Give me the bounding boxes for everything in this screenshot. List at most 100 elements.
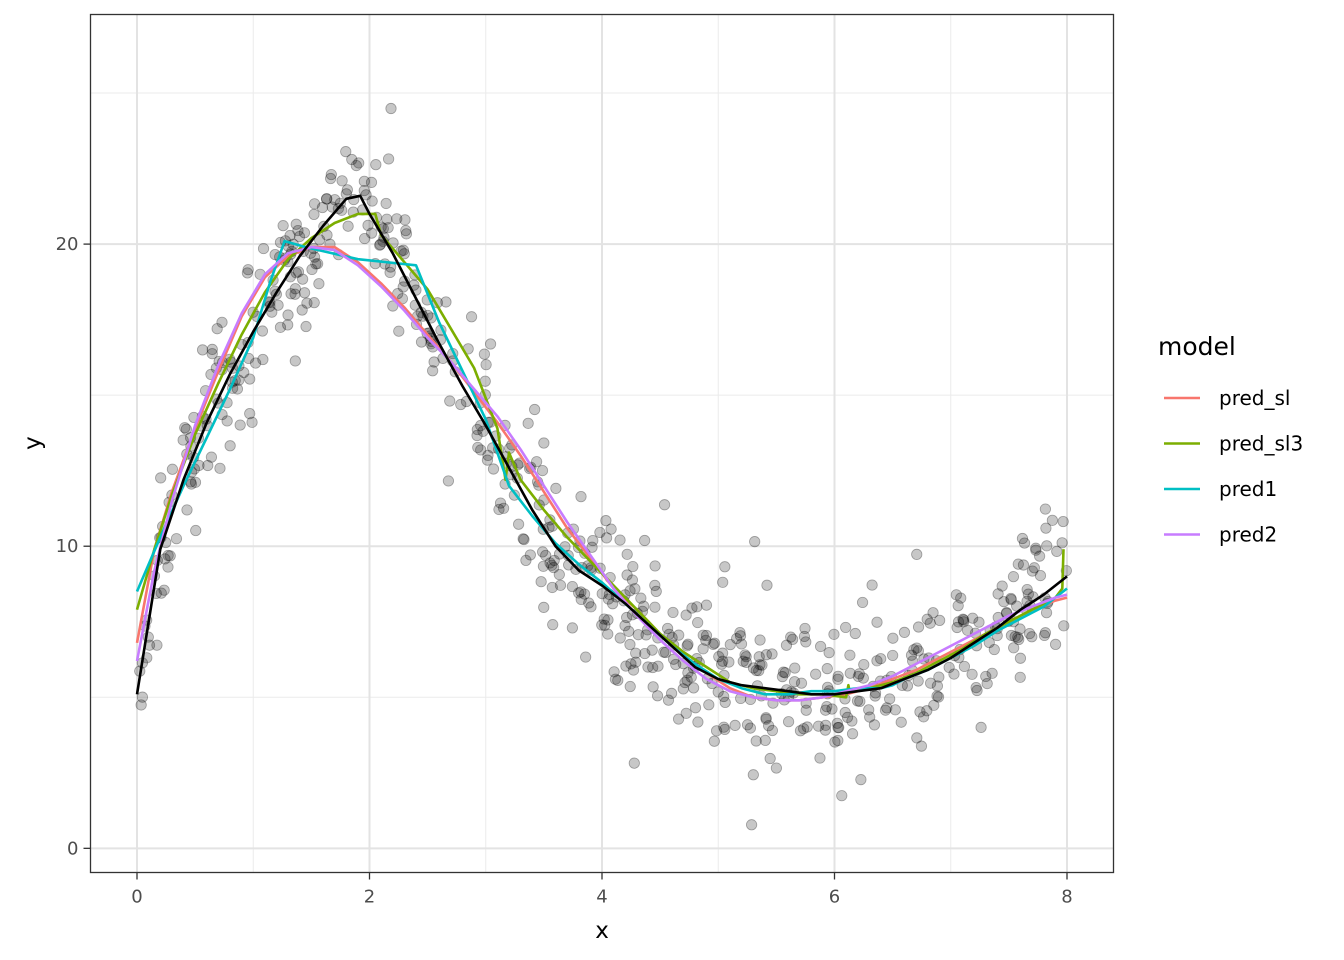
data-point <box>931 680 943 692</box>
data-point <box>1013 633 1025 646</box>
data-point <box>898 626 911 638</box>
data-point <box>659 646 672 659</box>
data-point <box>282 319 294 331</box>
data-point <box>689 702 702 714</box>
data-point <box>1026 565 1039 577</box>
data-point <box>682 638 694 650</box>
data-point <box>933 671 945 683</box>
data-point <box>747 769 759 781</box>
legend-label-pred1: pred1 <box>1219 477 1277 501</box>
data-point <box>851 695 864 707</box>
grid-layer <box>90 14 1114 873</box>
data-point <box>1014 652 1027 664</box>
legend-item-pred_sl3: pred_sl3 <box>1164 432 1303 456</box>
data-point <box>884 693 896 705</box>
data-point <box>649 560 661 572</box>
data-point <box>1017 559 1030 571</box>
data-point <box>740 656 752 668</box>
data-point <box>625 658 637 670</box>
data-point <box>854 695 866 707</box>
data-point <box>746 819 758 831</box>
axes: 0 2 4 6 8 0 10 20 <box>56 234 1073 907</box>
data-point <box>398 248 410 260</box>
data-point <box>1005 593 1017 606</box>
data-point <box>465 311 478 323</box>
data-point <box>1022 588 1034 600</box>
data-point <box>785 631 797 643</box>
data-point <box>852 670 864 683</box>
data-point <box>310 258 322 270</box>
data-point <box>480 359 492 371</box>
data-point <box>875 653 887 665</box>
data-point <box>1005 592 1017 605</box>
data-point <box>665 687 678 699</box>
data-point <box>832 734 844 747</box>
legend-items: pred_sl pred_sl3 pred1 pred2 <box>1164 386 1303 547</box>
data-point <box>290 267 302 279</box>
data-point <box>312 258 324 270</box>
data-point <box>966 668 978 680</box>
data-point <box>957 613 969 625</box>
data-point <box>707 638 719 650</box>
data-point <box>1041 540 1053 552</box>
data-point <box>812 720 825 732</box>
truth-line <box>135 194 1068 696</box>
data-point <box>766 648 778 660</box>
data-point <box>780 639 793 651</box>
data-point <box>719 561 731 573</box>
data-point <box>206 343 218 355</box>
data-point <box>760 649 772 661</box>
data-point <box>358 175 370 187</box>
data-point <box>493 503 505 516</box>
data-point <box>911 548 923 560</box>
data-point <box>871 655 883 667</box>
data-point <box>642 661 654 673</box>
data-point <box>297 273 309 285</box>
data-point <box>895 716 907 728</box>
data-point <box>948 668 960 680</box>
y-tick-label: 0 <box>67 838 78 859</box>
data-point <box>801 721 813 733</box>
data-point <box>292 266 305 278</box>
data-point <box>289 288 301 300</box>
data-point <box>934 614 946 626</box>
data-point <box>546 581 558 594</box>
data-point <box>927 607 939 619</box>
data-point <box>628 757 640 769</box>
data-point <box>293 230 306 243</box>
data-point <box>639 647 651 660</box>
data-point <box>662 622 674 635</box>
data-point <box>624 638 636 651</box>
data-point <box>494 497 507 509</box>
data-point <box>912 621 925 633</box>
data-point <box>841 711 854 723</box>
data-point <box>754 659 766 671</box>
data-point <box>282 309 294 321</box>
data-point <box>649 601 661 613</box>
data-point <box>325 172 337 185</box>
data-point <box>602 593 615 605</box>
data-point <box>887 649 899 662</box>
data-point <box>889 704 901 716</box>
data-point <box>988 643 1000 656</box>
data-point <box>747 662 760 674</box>
data-point <box>1039 503 1051 515</box>
data-point <box>428 356 440 368</box>
data-point <box>681 640 693 652</box>
data-point <box>334 197 346 209</box>
data-point <box>700 634 712 646</box>
data-point <box>621 569 633 581</box>
data-point <box>840 621 852 634</box>
data-point <box>715 658 728 670</box>
data-point <box>881 702 893 714</box>
data-point <box>723 656 735 668</box>
data-point <box>680 609 692 621</box>
data-point <box>961 624 974 636</box>
data-point <box>365 176 378 188</box>
data-point <box>538 437 550 449</box>
data-point <box>135 699 147 711</box>
data-point <box>777 666 790 678</box>
data-point <box>1028 562 1040 574</box>
data-point <box>799 622 811 635</box>
